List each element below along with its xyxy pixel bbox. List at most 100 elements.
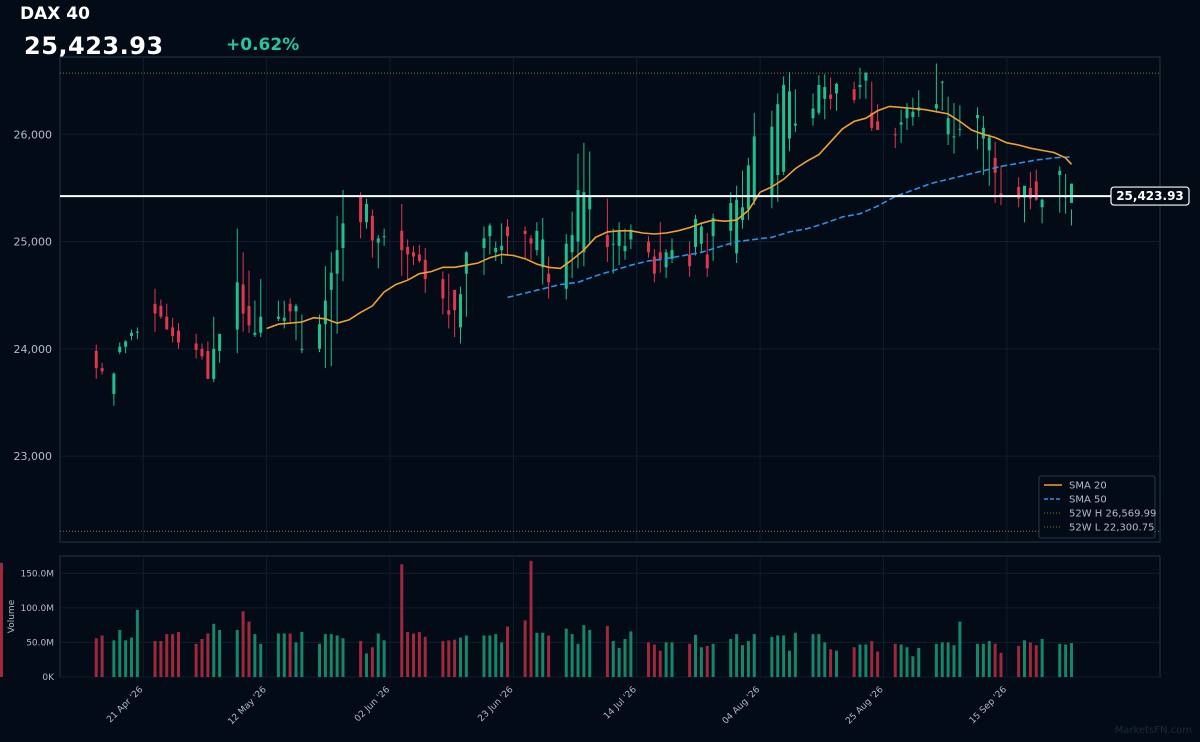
candle-body	[259, 316, 263, 333]
candle-body	[576, 190, 580, 242]
candle-body	[171, 327, 175, 336]
candle-body	[694, 219, 697, 247]
candle-body	[359, 196, 363, 223]
candle-body	[153, 303, 157, 314]
volume-bar	[741, 645, 744, 677]
candle-body	[1058, 170, 1062, 176]
volume-bar	[94, 638, 98, 677]
volume-y-tick-label: 100.0M	[20, 604, 54, 614]
x-tick-label: 14 Jul '26	[602, 685, 639, 722]
candle-body	[934, 104, 938, 109]
volume-bar	[829, 649, 833, 677]
candle-body	[864, 73, 868, 81]
volume-bar	[376, 633, 380, 677]
volume-bar	[382, 640, 386, 677]
last-price-box	[1110, 186, 1190, 206]
candle-body	[958, 128, 962, 130]
volume-bar	[864, 644, 868, 677]
volume-bar	[506, 626, 509, 677]
candle-body	[664, 252, 668, 268]
candle-body	[1017, 186, 1021, 199]
watermark: MarketsFN.com	[1114, 725, 1192, 736]
volume-bar	[858, 644, 862, 677]
current-price: 25,423.93	[24, 32, 164, 60]
candle-body	[999, 193, 1003, 197]
candle-body	[811, 108, 815, 119]
volume-bar	[194, 643, 198, 677]
candle-body	[699, 226, 703, 244]
volume-bar	[300, 632, 304, 677]
candle-body	[1023, 185, 1026, 198]
volume-bar	[1064, 644, 1068, 677]
volume-bar	[482, 635, 486, 677]
volume-bar	[218, 629, 222, 677]
volume-bar	[370, 647, 374, 677]
volume-bar	[535, 632, 539, 677]
candle-body	[623, 245, 627, 252]
volume-bar	[412, 633, 415, 677]
volume-bar	[705, 645, 709, 677]
candle-body	[652, 256, 656, 274]
candle-body	[858, 84, 862, 88]
volume-bar	[459, 637, 462, 677]
candle-body	[464, 252, 468, 274]
candle-body	[782, 84, 786, 172]
volume-bar	[911, 656, 915, 677]
x-tick-label: 25 Aug '26	[844, 685, 886, 727]
candle-body	[212, 348, 216, 379]
volume-bar	[1058, 643, 1062, 677]
x-tick-label: 21 Apr '26	[105, 685, 145, 725]
candle-body	[235, 282, 239, 330]
volume-bar	[112, 640, 116, 677]
candle-body	[647, 241, 650, 253]
last-price-label: 25,423.93	[1116, 189, 1184, 203]
volume-bar	[958, 621, 962, 677]
volume-bar	[905, 647, 909, 677]
candle-body	[370, 215, 374, 241]
candle-body	[588, 195, 592, 210]
volume-bar	[699, 647, 703, 677]
candle-body	[453, 289, 457, 311]
candle-body	[488, 225, 492, 237]
candle-body	[159, 305, 163, 317]
candle-body	[1028, 187, 1032, 199]
volume-bar	[100, 635, 104, 677]
volume-y-tick-label: 0K	[42, 673, 55, 683]
candle-body	[852, 89, 856, 100]
volume-bar	[623, 638, 627, 677]
candle-body	[547, 273, 551, 283]
candle-body	[893, 134, 897, 136]
x-tick-label: 23 Jun '26	[476, 685, 515, 724]
volume-bar	[318, 643, 321, 677]
candle-body	[629, 229, 633, 240]
volume-bar	[688, 643, 692, 677]
candle-body	[130, 332, 133, 336]
volume-bar	[570, 634, 574, 677]
candlestick-series	[94, 63, 1073, 406]
volume-bar	[917, 647, 921, 677]
candle-body	[100, 368, 104, 372]
volume-bar	[1034, 645, 1038, 677]
y-tick-label: 26,000	[14, 128, 53, 141]
candle-body	[124, 341, 128, 347]
candle-body	[241, 284, 245, 314]
volume-bar	[171, 634, 175, 677]
volume-bar	[664, 642, 668, 677]
volume-bar	[276, 633, 280, 677]
candle-body	[711, 217, 715, 237]
volume-bar	[500, 642, 504, 677]
volume-series	[0, 560, 1073, 677]
candle-body	[417, 254, 421, 261]
volume-bar	[746, 641, 750, 677]
candle-body	[247, 305, 251, 326]
volume-bar	[729, 638, 733, 677]
y-tick-label: 23,000	[14, 450, 53, 463]
candle-body	[276, 316, 280, 319]
candle-body	[993, 157, 997, 173]
volume-bar	[441, 641, 445, 677]
candle-body	[318, 324, 321, 349]
volume-bar	[288, 633, 292, 677]
candle-body	[112, 373, 116, 394]
volume-bar	[752, 634, 756, 677]
